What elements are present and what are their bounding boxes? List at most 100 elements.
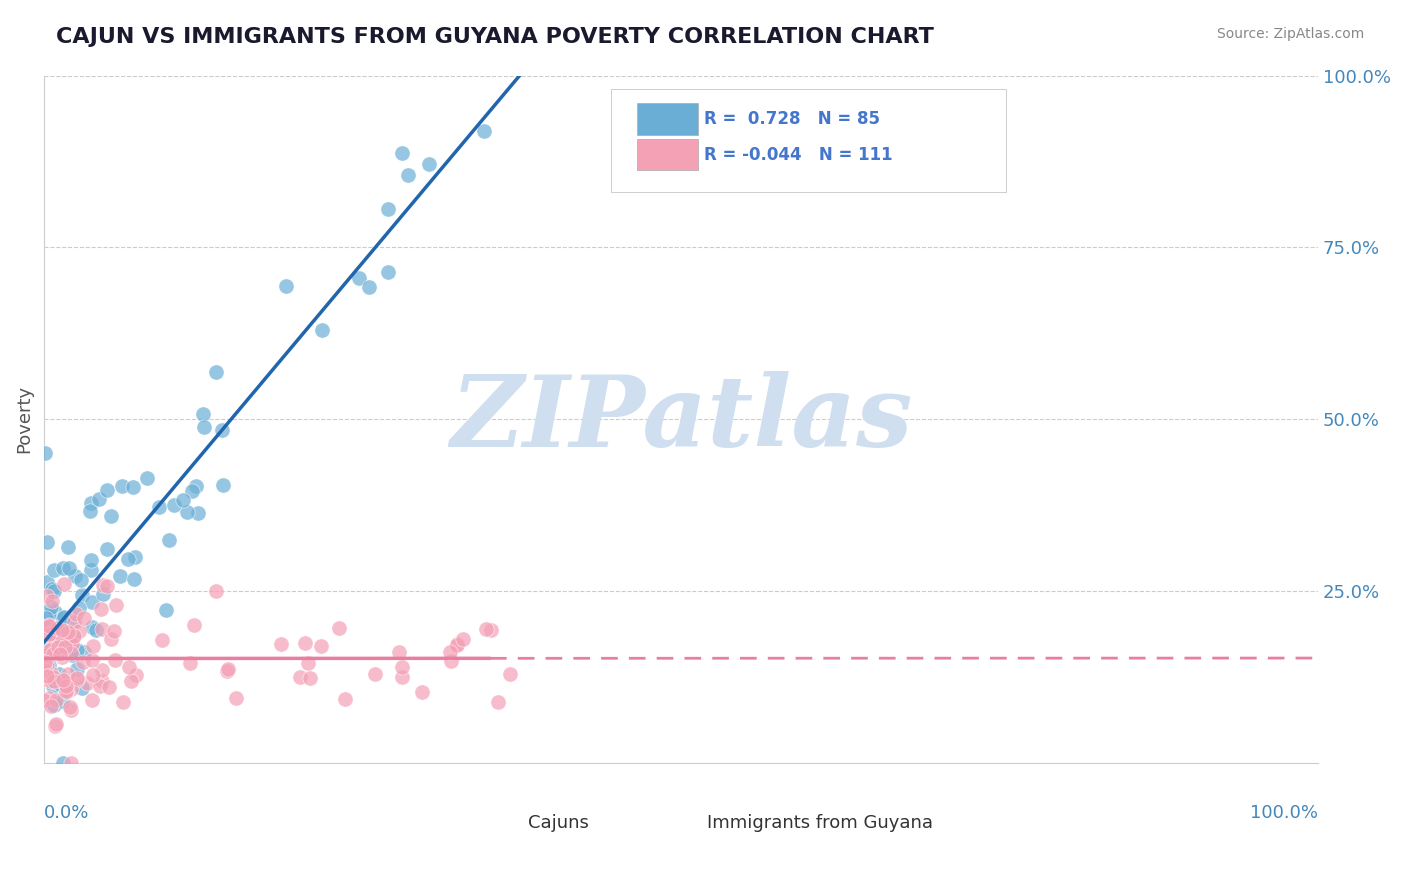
Point — [122, 572, 145, 586]
Point — [70, 573, 93, 587]
Point — [176, 505, 198, 519]
Point — [39, 673, 62, 688]
Point — [125, 668, 148, 682]
Point — [52, 756, 75, 770]
Point — [225, 691, 247, 706]
Point — [48, 640, 70, 655]
Point — [52, 611, 75, 625]
Point — [58, 699, 80, 714]
Point — [70, 681, 93, 696]
Point — [60, 756, 83, 770]
Point — [32, 692, 55, 706]
Point — [38, 618, 60, 632]
Point — [294, 636, 316, 650]
Point — [38, 642, 60, 657]
Text: Immigrants from Guyana: Immigrants from Guyana — [707, 814, 932, 832]
Point — [79, 504, 101, 518]
Point — [117, 551, 139, 566]
Point — [486, 695, 509, 709]
Point — [73, 645, 96, 659]
Point — [108, 569, 131, 583]
Point — [48, 666, 70, 681]
Point — [66, 673, 89, 688]
Point — [97, 680, 120, 694]
Point — [44, 698, 66, 713]
Point — [39, 599, 62, 614]
Point — [66, 671, 89, 685]
Text: R =  0.728   N = 85: R = 0.728 N = 85 — [704, 110, 880, 128]
Point — [42, 626, 65, 640]
Point — [59, 647, 82, 661]
Point — [91, 673, 114, 688]
Text: 0.0%: 0.0% — [44, 804, 90, 822]
Point — [103, 624, 125, 639]
Point — [377, 265, 399, 279]
Point — [42, 673, 65, 688]
Point — [35, 618, 58, 632]
Point — [38, 690, 60, 705]
Point — [59, 629, 82, 643]
Point — [53, 640, 76, 654]
FancyBboxPatch shape — [637, 139, 697, 170]
Point — [44, 605, 66, 619]
Point — [274, 278, 297, 293]
Point — [163, 498, 186, 512]
Point — [217, 664, 239, 678]
Point — [35, 658, 58, 673]
Point — [38, 627, 60, 641]
Point — [55, 684, 77, 698]
Text: 100.0%: 100.0% — [1250, 804, 1319, 822]
Point — [96, 578, 118, 592]
Point — [335, 692, 357, 706]
Point — [79, 552, 101, 566]
Point — [44, 719, 66, 733]
Point — [52, 673, 75, 688]
Point — [440, 654, 463, 668]
Point — [411, 684, 433, 698]
Point — [53, 609, 76, 624]
Point — [311, 323, 333, 337]
Point — [475, 622, 498, 636]
Point — [349, 270, 371, 285]
Point — [180, 484, 202, 499]
Point — [35, 611, 58, 625]
Point — [111, 695, 134, 709]
Point — [299, 671, 322, 685]
Point — [35, 535, 58, 549]
FancyBboxPatch shape — [672, 797, 706, 819]
Point — [34, 663, 56, 677]
Text: Cajuns: Cajuns — [529, 814, 589, 832]
Point — [49, 677, 72, 691]
Point — [183, 617, 205, 632]
Point — [479, 623, 502, 637]
Point — [90, 602, 112, 616]
Point — [38, 607, 60, 622]
Point — [391, 145, 413, 160]
Point — [63, 569, 86, 583]
Point — [179, 656, 201, 670]
Point — [45, 622, 67, 636]
Point — [44, 563, 66, 577]
Point — [58, 561, 80, 575]
Point — [172, 492, 194, 507]
Point — [391, 670, 413, 684]
Point — [39, 642, 62, 657]
Point — [59, 682, 82, 697]
Point — [309, 639, 332, 653]
Point — [45, 692, 67, 706]
Point — [62, 628, 84, 642]
Point — [80, 496, 103, 510]
Point — [59, 633, 82, 648]
Point — [52, 561, 75, 575]
Point — [91, 663, 114, 677]
Point — [66, 662, 89, 676]
Point — [79, 563, 101, 577]
Point — [51, 624, 73, 638]
Point — [38, 618, 60, 632]
Point — [35, 620, 58, 634]
Point — [66, 642, 89, 657]
Point — [45, 645, 67, 659]
Point — [80, 693, 103, 707]
Point — [53, 577, 76, 591]
Point — [124, 549, 146, 564]
